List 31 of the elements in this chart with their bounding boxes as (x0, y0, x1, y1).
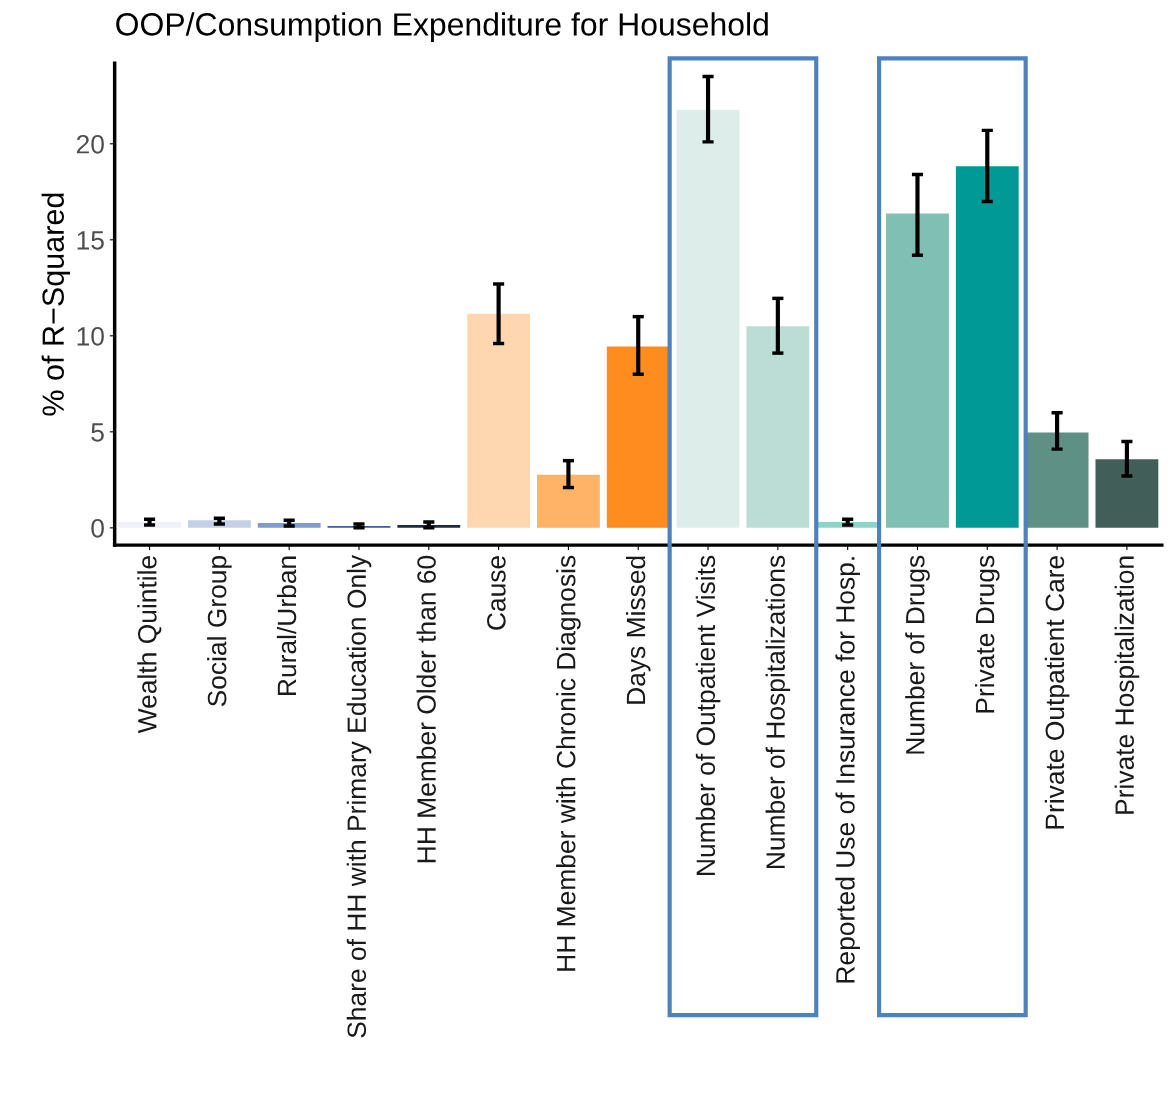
y-axis-title: % of R−Squared (41, 193, 71, 416)
x-tick-label: Number of Hospitalizations (765, 555, 791, 869)
x-tick-label: Number of Drugs (905, 555, 930, 754)
y-tick-label: 20 (76, 134, 104, 154)
bar (1025, 432, 1089, 528)
x-tick-label: Private Drugs (974, 555, 1000, 713)
y-tick-label: 0 (91, 518, 104, 538)
y-tick-label: 15 (77, 231, 104, 250)
x-tick-label: Wealth Quintile (137, 556, 162, 734)
x-tick-label: Reported Use of Insurance for Hosp. (835, 557, 860, 983)
x-tick-label: Social Group (207, 555, 232, 707)
bar (746, 326, 810, 528)
x-tick-label: Private Hospitalization (1114, 556, 1140, 814)
y-tick-label: 10 (77, 326, 104, 346)
bar (955, 166, 1019, 528)
bar (676, 110, 740, 528)
x-tick-label: HH Member with Chronic Diagnosis (556, 555, 581, 971)
x-tick-label: Share of HH with Primary Education Only (346, 554, 372, 1038)
bar (1095, 459, 1159, 528)
x-tick-label: Days Missed (625, 556, 651, 704)
bar (467, 313, 531, 528)
x-tick-label: Rural/Urban (276, 556, 297, 695)
x-tick-label: Private Outpatient Care (1044, 556, 1070, 829)
x-tick-label: Number of Outpatient Visits (695, 555, 721, 875)
x-tick-label: Cause (487, 556, 506, 630)
x-tick-label: HH Member Older than 60 (416, 555, 436, 863)
bar (606, 346, 670, 528)
y-tick-label: 5 (91, 423, 104, 442)
chart-title: OOP/Consumption Expenditure for Household (116, 12, 768, 43)
bar (886, 213, 949, 528)
bar (537, 474, 600, 528)
